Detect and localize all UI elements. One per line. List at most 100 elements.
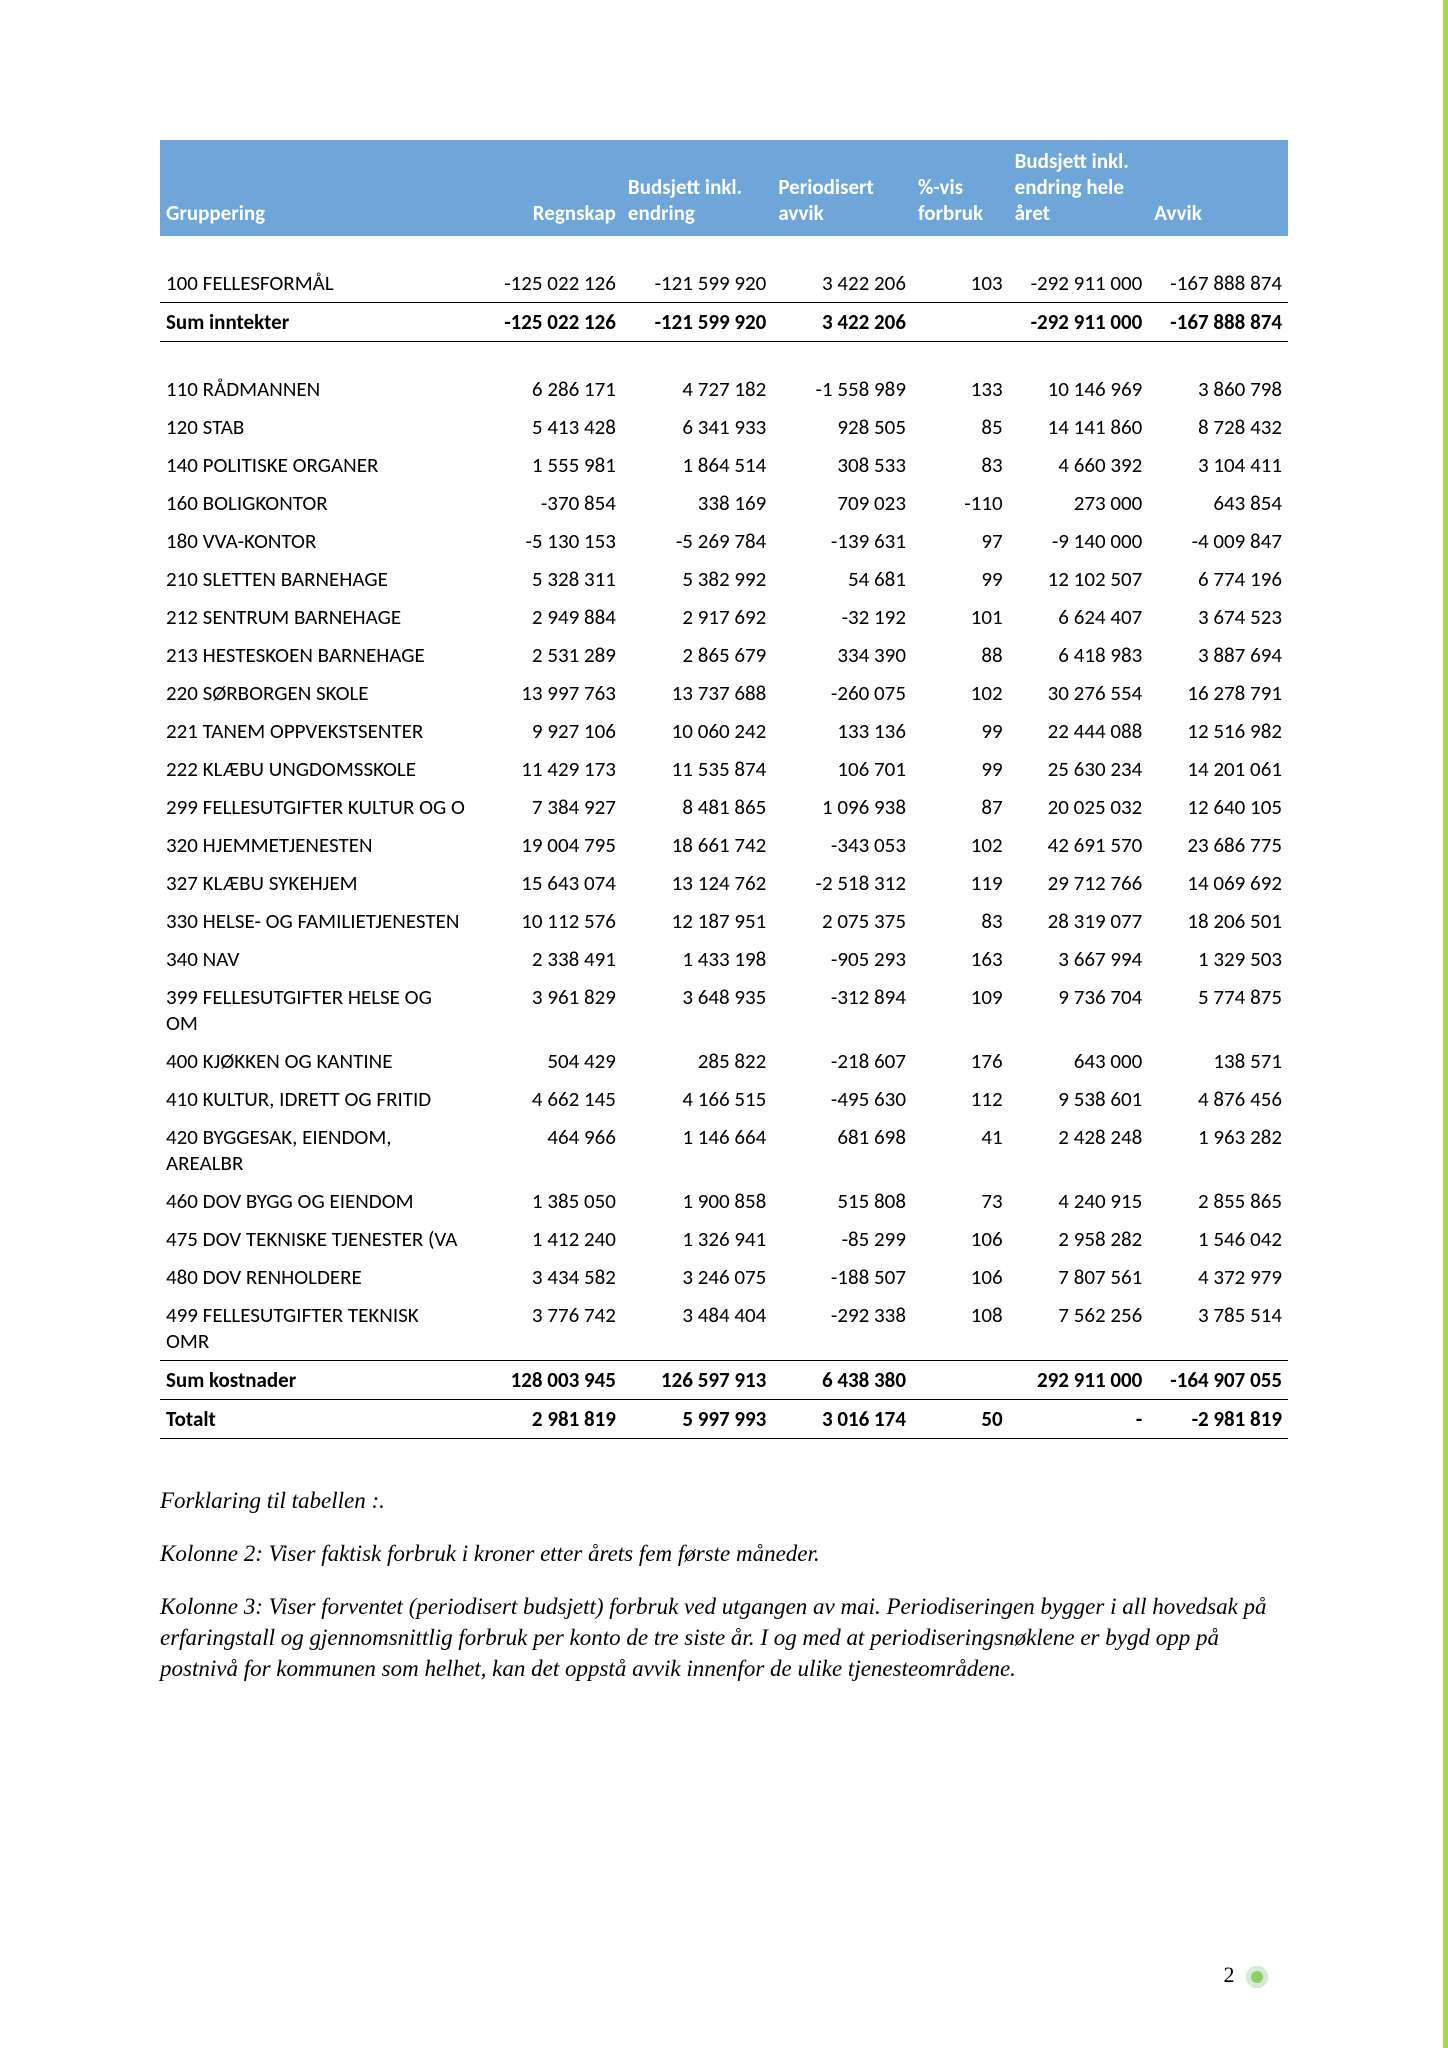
row-label: 400 KJØKKEN OG KANTINE: [160, 1042, 472, 1080]
row-label: Sum inntekter: [160, 303, 472, 342]
row-value: 6 438 380: [772, 1360, 912, 1399]
row-value: 99: [912, 712, 1009, 750]
row-label: 330 HELSE- OG FAMILIETJENESTEN: [160, 902, 472, 940]
row-value: 308 533: [772, 446, 912, 484]
row-value: [912, 1360, 1009, 1399]
row-value: 4 876 456: [1148, 1080, 1288, 1118]
row-value: 3 860 798: [1148, 370, 1288, 408]
row-value: 133 136: [772, 712, 912, 750]
row-value: 13 737 688: [622, 674, 772, 712]
row-label: 212 SENTRUM BARNEHAGE: [160, 598, 472, 636]
row-value: 3 422 206: [772, 303, 912, 342]
row-label: 460 DOV BYGG OG EIENDOM: [160, 1182, 472, 1220]
explanation-col2: Kolonne 2: Viser faktisk forbruk i krone…: [160, 1538, 1288, 1569]
row-value: 54 681: [772, 560, 912, 598]
row-value: 14 201 061: [1148, 750, 1288, 788]
row-label: 340 NAV: [160, 940, 472, 978]
table-row: 340 NAV2 338 4911 433 198-905 2931633 66…: [160, 940, 1288, 978]
row-value: 9 538 601: [1009, 1080, 1149, 1118]
row-value: -312 894: [772, 978, 912, 1042]
page-edge-decoration: [1443, 0, 1448, 2048]
row-value: -167 888 874: [1148, 303, 1288, 342]
table-row: 100 FELLESFORMÅL-125 022 126-121 599 920…: [160, 264, 1288, 303]
row-value: 1 146 664: [622, 1118, 772, 1182]
row-value: 1 329 503: [1148, 940, 1288, 978]
row-value: 3 434 582: [472, 1258, 622, 1296]
row-value: -: [1009, 1399, 1149, 1438]
row-value: 6 418 983: [1009, 636, 1149, 674]
row-value: 3 776 742: [472, 1296, 622, 1361]
row-value: 5 382 992: [622, 560, 772, 598]
row-value: 11 429 173: [472, 750, 622, 788]
row-label: 220 SØRBORGEN SKOLE: [160, 674, 472, 712]
row-value: 28 319 077: [1009, 902, 1149, 940]
row-value: -188 507: [772, 1258, 912, 1296]
row-label: 299 FELLESUTGIFTER KULTUR OG O: [160, 788, 472, 826]
row-label: 140 POLITISKE ORGANER: [160, 446, 472, 484]
row-label: 320 HJEMMETJENESTEN: [160, 826, 472, 864]
col-header: Gruppering: [160, 140, 472, 236]
row-value: 1 864 514: [622, 446, 772, 484]
row-value: 2 075 375: [772, 902, 912, 940]
table-row: 221 TANEM OPPVEKSTSENTER9 927 10610 060 …: [160, 712, 1288, 750]
row-value: 12 640 105: [1148, 788, 1288, 826]
row-value: 8 728 432: [1148, 408, 1288, 446]
row-value: 11 535 874: [622, 750, 772, 788]
row-value: -343 053: [772, 826, 912, 864]
row-value: 99: [912, 560, 1009, 598]
row-label: 410 KULTUR, IDRETT OG FRITID: [160, 1080, 472, 1118]
page-footer: 2: [1224, 1962, 1269, 1988]
row-value: 1 546 042: [1148, 1220, 1288, 1258]
table-row: 475 DOV TEKNISKE TJENESTER (VA1 412 2401…: [160, 1220, 1288, 1258]
row-value: -292 338: [772, 1296, 912, 1361]
row-value: 2 958 282: [1009, 1220, 1149, 1258]
table-row: 320 HJEMMETJENESTEN19 004 79518 661 742-…: [160, 826, 1288, 864]
row-value: -85 299: [772, 1220, 912, 1258]
page-number: 2: [1224, 1962, 1235, 1987]
row-value: 504 429: [472, 1042, 622, 1080]
row-value: -125 022 126: [472, 303, 622, 342]
row-value: 4 372 979: [1148, 1258, 1288, 1296]
table-row: 480 DOV RENHOLDERE3 434 5823 246 075-188…: [160, 1258, 1288, 1296]
table-row: 499 FELLESUTGIFTER TEKNISK OMR3 776 7423…: [160, 1296, 1288, 1361]
row-value: 3 961 829: [472, 978, 622, 1042]
row-value: 102: [912, 826, 1009, 864]
table-row: 410 KULTUR, IDRETT OG FRITID4 662 1454 1…: [160, 1080, 1288, 1118]
table-row: 140 POLITISKE ORGANER1 555 9811 864 5143…: [160, 446, 1288, 484]
row-value: 681 698: [772, 1118, 912, 1182]
row-value: -905 293: [772, 940, 912, 978]
col-header: Budsjett inkl. endring: [622, 140, 772, 236]
row-value: 6 774 196: [1148, 560, 1288, 598]
row-value: 5 997 993: [622, 1399, 772, 1438]
row-value: 73: [912, 1182, 1009, 1220]
table-row: 110 RÅDMANNEN6 286 1714 727 182-1 558 98…: [160, 370, 1288, 408]
row-value: 10 060 242: [622, 712, 772, 750]
row-value: 19 004 795: [472, 826, 622, 864]
row-value: 464 966: [472, 1118, 622, 1182]
row-value: 3 016 174: [772, 1399, 912, 1438]
row-value: -167 888 874: [1148, 264, 1288, 303]
explanation-block: Forklaring til tabellen :. Kolonne 2: Vi…: [160, 1485, 1288, 1684]
row-value: 3 674 523: [1148, 598, 1288, 636]
table-row: Sum kostnader128 003 945126 597 9136 438…: [160, 1360, 1288, 1399]
row-label: 399 FELLESUTGIFTER HELSE OG OM: [160, 978, 472, 1042]
row-value: 928 505: [772, 408, 912, 446]
row-value: -218 607: [772, 1042, 912, 1080]
row-value: 3 648 935: [622, 978, 772, 1042]
explanation-col3: Kolonne 3: Viser forventet (periodisert …: [160, 1591, 1288, 1684]
row-value: 50: [912, 1399, 1009, 1438]
row-value: 22 444 088: [1009, 712, 1149, 750]
row-label: Totalt: [160, 1399, 472, 1438]
row-value: 10 112 576: [472, 902, 622, 940]
table-row: 212 SENTRUM BARNEHAGE2 949 8842 917 692-…: [160, 598, 1288, 636]
row-value: 4 660 392: [1009, 446, 1149, 484]
row-label: 213 HESTESKOEN BARNEHAGE: [160, 636, 472, 674]
col-header: Budsjett inkl. endring hele året: [1009, 140, 1149, 236]
row-value: 1 433 198: [622, 940, 772, 978]
row-label: 160 BOLIGKONTOR: [160, 484, 472, 522]
col-header: %-vis forbruk: [912, 140, 1009, 236]
row-value: -121 599 920: [622, 303, 772, 342]
row-value: -2 981 819: [1148, 1399, 1288, 1438]
row-value: 101: [912, 598, 1009, 636]
row-value: 85: [912, 408, 1009, 446]
